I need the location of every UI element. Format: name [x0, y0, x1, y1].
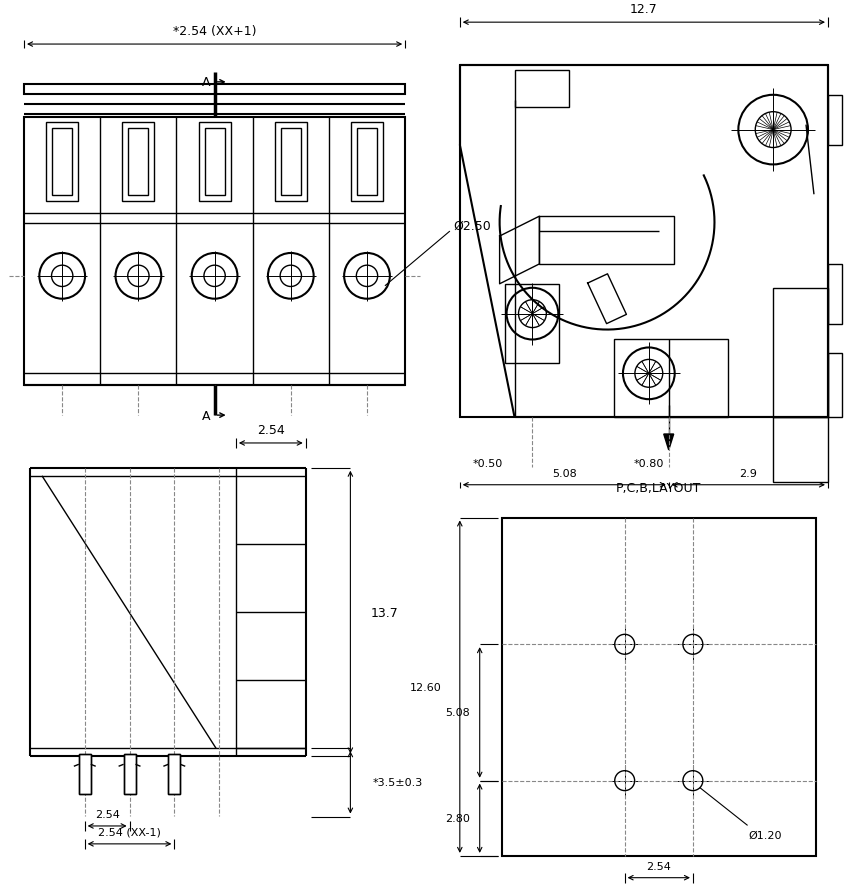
Text: 2.54: 2.54: [95, 809, 120, 819]
Text: Ø1.20: Ø1.20: [749, 830, 782, 839]
Bar: [773, 289, 828, 417]
Bar: [52, 129, 72, 196]
Text: A: A: [202, 76, 211, 89]
Bar: [539, 217, 674, 265]
Bar: [79, 755, 91, 794]
Text: 12.60: 12.60: [410, 682, 442, 692]
Text: 2.54 (XX-1): 2.54 (XX-1): [98, 827, 161, 837]
Bar: [502, 518, 816, 856]
Text: 5.08: 5.08: [445, 708, 469, 718]
Text: *3.5±0.3: *3.5±0.3: [372, 778, 423, 788]
Bar: [504, 284, 559, 364]
Polygon shape: [664, 434, 674, 451]
Bar: [46, 122, 78, 202]
Bar: [351, 122, 383, 202]
Text: 13.7: 13.7: [370, 606, 398, 619]
Bar: [199, 122, 231, 202]
Bar: [357, 129, 377, 196]
Text: *0.50: *0.50: [473, 459, 503, 468]
Text: 5.08: 5.08: [552, 468, 576, 478]
Text: Ø2.50: Ø2.50: [453, 219, 491, 232]
Bar: [828, 354, 842, 417]
Bar: [773, 417, 828, 482]
Text: *0.80: *0.80: [633, 459, 664, 468]
Bar: [275, 122, 306, 202]
Bar: [460, 66, 828, 417]
Bar: [128, 129, 149, 196]
Text: 2.9: 2.9: [739, 468, 757, 478]
Bar: [24, 85, 405, 95]
Bar: [614, 339, 728, 417]
Text: *2.54 (XX+1): *2.54 (XX+1): [173, 25, 256, 38]
Text: P,C,B,LAYOUT: P,C,B,LAYOUT: [616, 482, 701, 494]
Text: 2.54: 2.54: [646, 861, 672, 871]
Bar: [24, 117, 405, 386]
Bar: [79, 755, 91, 794]
Bar: [122, 122, 155, 202]
Bar: [281, 129, 301, 196]
Text: 12.7: 12.7: [630, 3, 658, 16]
Bar: [205, 129, 225, 196]
Bar: [124, 755, 136, 794]
Text: A: A: [202, 409, 211, 422]
Bar: [168, 755, 180, 794]
Text: 2.80: 2.80: [445, 814, 469, 823]
Bar: [168, 755, 180, 794]
Bar: [828, 96, 842, 146]
Bar: [514, 71, 569, 107]
Bar: [828, 265, 842, 325]
Text: 2.54: 2.54: [257, 423, 284, 436]
Bar: [124, 755, 136, 794]
